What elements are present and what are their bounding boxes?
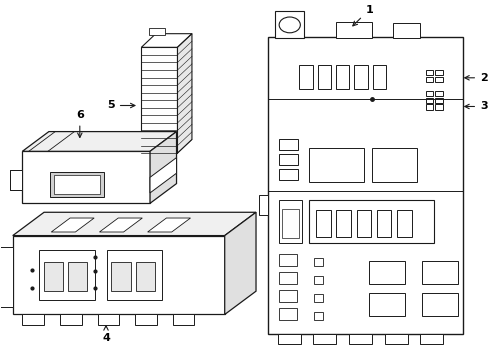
Bar: [281, 208, 298, 238]
Text: 2: 2: [464, 73, 487, 83]
Bar: [392, 23, 419, 39]
Bar: [434, 77, 442, 82]
Bar: [317, 65, 330, 89]
Bar: [313, 276, 323, 284]
Bar: [348, 334, 371, 344]
Bar: [356, 210, 370, 237]
Bar: [22, 315, 44, 324]
Bar: [308, 148, 364, 183]
Bar: [39, 250, 95, 300]
Bar: [278, 272, 296, 284]
Bar: [396, 210, 411, 237]
Bar: [316, 210, 330, 237]
Polygon shape: [150, 132, 176, 203]
Bar: [425, 104, 432, 110]
Bar: [425, 69, 432, 75]
Polygon shape: [147, 218, 190, 232]
Bar: [135, 262, 155, 291]
Bar: [68, 262, 87, 291]
Polygon shape: [177, 34, 192, 153]
Bar: [354, 65, 367, 89]
Bar: [278, 200, 301, 243]
Bar: [278, 139, 297, 150]
Bar: [368, 261, 405, 284]
Bar: [372, 65, 386, 89]
Bar: [259, 195, 267, 215]
Bar: [278, 154, 297, 165]
Bar: [336, 210, 350, 237]
Bar: [313, 294, 323, 302]
Bar: [335, 65, 349, 89]
Bar: [335, 22, 371, 39]
Bar: [308, 200, 433, 243]
Bar: [50, 172, 104, 197]
Bar: [421, 293, 457, 316]
Bar: [434, 91, 442, 96]
Bar: [135, 315, 157, 324]
Bar: [425, 77, 432, 82]
Bar: [368, 293, 405, 316]
Polygon shape: [150, 158, 176, 193]
Bar: [278, 254, 296, 266]
Bar: [275, 12, 304, 39]
Bar: [13, 235, 224, 315]
Bar: [60, 315, 81, 324]
Bar: [299, 65, 312, 89]
Bar: [44, 262, 63, 291]
Text: 4: 4: [102, 326, 110, 343]
Bar: [267, 37, 462, 334]
Bar: [148, 28, 164, 36]
Bar: [420, 334, 443, 344]
Bar: [434, 69, 442, 75]
Bar: [278, 169, 297, 180]
Text: 1: 1: [352, 5, 372, 26]
Polygon shape: [0, 247, 13, 307]
Bar: [425, 91, 432, 96]
Bar: [371, 148, 417, 183]
Bar: [278, 290, 296, 302]
Text: 5: 5: [107, 100, 135, 111]
Polygon shape: [22, 132, 176, 151]
Bar: [277, 334, 300, 344]
Circle shape: [279, 17, 300, 33]
Bar: [22, 151, 150, 203]
Bar: [54, 175, 100, 194]
Bar: [278, 308, 296, 320]
Bar: [111, 262, 130, 291]
Bar: [172, 315, 194, 324]
Polygon shape: [51, 218, 94, 232]
Bar: [421, 261, 457, 284]
Bar: [313, 334, 336, 344]
Bar: [434, 104, 442, 110]
Polygon shape: [13, 212, 256, 235]
Bar: [384, 334, 407, 344]
Bar: [141, 47, 177, 153]
Polygon shape: [141, 34, 192, 47]
Polygon shape: [99, 218, 142, 232]
Bar: [434, 98, 442, 103]
Polygon shape: [224, 212, 256, 315]
Bar: [376, 210, 390, 237]
Bar: [106, 250, 162, 300]
Bar: [425, 98, 432, 103]
Bar: [97, 315, 119, 324]
Text: 6: 6: [76, 111, 83, 138]
Text: 3: 3: [464, 102, 487, 112]
Polygon shape: [10, 170, 22, 190]
Bar: [10, 170, 22, 190]
Bar: [313, 312, 323, 320]
Bar: [313, 258, 323, 266]
